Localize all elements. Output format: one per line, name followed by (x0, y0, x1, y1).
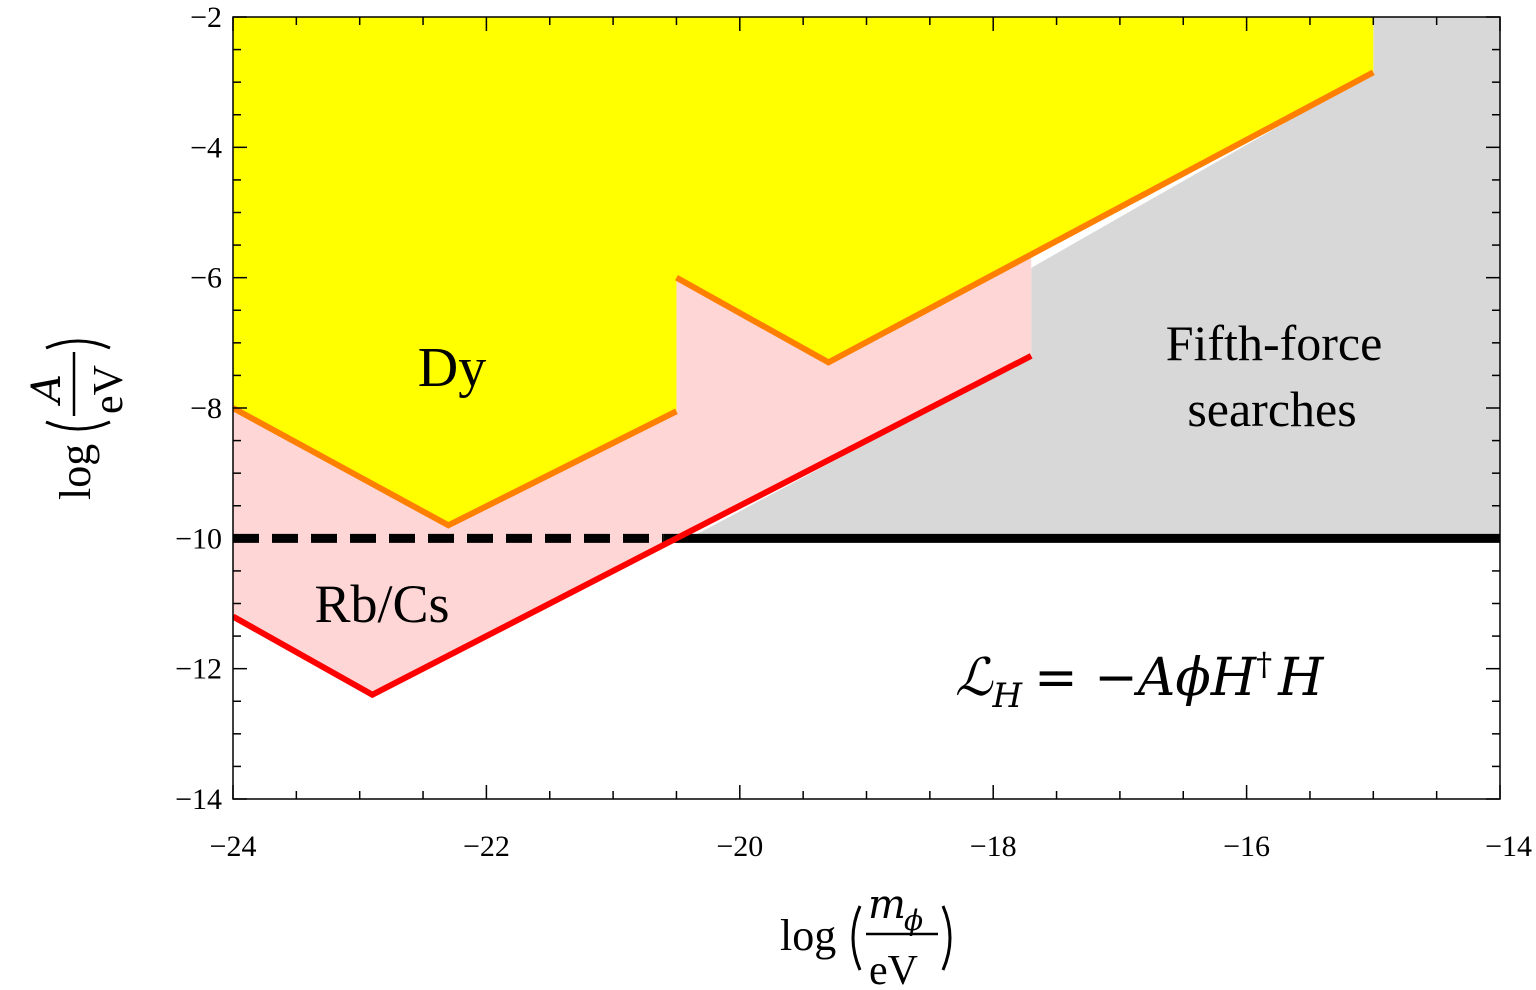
svg-text:ϕ: ϕ (904, 904, 923, 937)
svg-text:log: log (51, 444, 100, 500)
dy-label: Dy (418, 337, 486, 399)
svg-text:A: A (24, 374, 70, 407)
fifth-force-label-line2: searches (1187, 381, 1356, 437)
svg-text:eV: eV (86, 365, 132, 414)
fifth-force-label-line1: Fifth-force (1166, 315, 1383, 371)
x-tick-label: −14 (1485, 830, 1532, 863)
lagrangian-l-sub: H (991, 676, 1023, 716)
lagrangian-rhs: = −AϕH (1034, 648, 1258, 708)
svg-text:ℒH= −AϕH†H: ℒH = −AϕH† H (955, 645, 1325, 716)
y-tick-label: −2 (190, 1, 222, 34)
lines (233, 69, 1500, 699)
rbcs-line (233, 353, 1033, 699)
rbcs-region (233, 254, 1032, 695)
dy-line-2 (674, 69, 1375, 366)
lagrangian-rhs-end: H (1277, 648, 1325, 708)
tick-labels: −24 −22 −20 −18 −16 −14 −2 −4 −6 −8 −10 −12 −14 (175, 1, 1532, 863)
svg-text:m: m (868, 882, 906, 928)
svg-text:eV: eV (869, 948, 918, 990)
dy-region (233, 17, 1374, 526)
lagrangian-l: ℒ (955, 648, 994, 708)
y-tick-label: −14 (175, 783, 222, 816)
fifth-force-region (689, 17, 1500, 539)
regions (233, 17, 1500, 695)
x-tick-label: −22 (463, 830, 510, 863)
x-tick-label: −18 (970, 830, 1017, 863)
ticks (232, 16, 1501, 800)
y-tick-label: −8 (190, 392, 222, 425)
y-tick-label: −4 (190, 131, 222, 164)
y-tick-label: −12 (175, 653, 222, 686)
y-tick-label: −6 (190, 262, 222, 295)
dy-line-1 (233, 405, 678, 529)
svg-text:log: log (780, 911, 836, 960)
x-tick-label: −20 (716, 830, 763, 863)
y-axis-label: log A eV (24, 339, 132, 500)
x-tick-label: −24 (210, 830, 257, 863)
y-tick-label: −10 (175, 522, 222, 555)
x-axis-label: log m ϕ eV (780, 882, 952, 990)
rbcs-label: Rb/Cs (314, 574, 449, 634)
lagrangian-dagger: † (1256, 645, 1272, 683)
x-tick-label: −16 (1223, 830, 1270, 863)
lagrangian-annotation: ℒH = −AϕH† H (955, 645, 1325, 716)
